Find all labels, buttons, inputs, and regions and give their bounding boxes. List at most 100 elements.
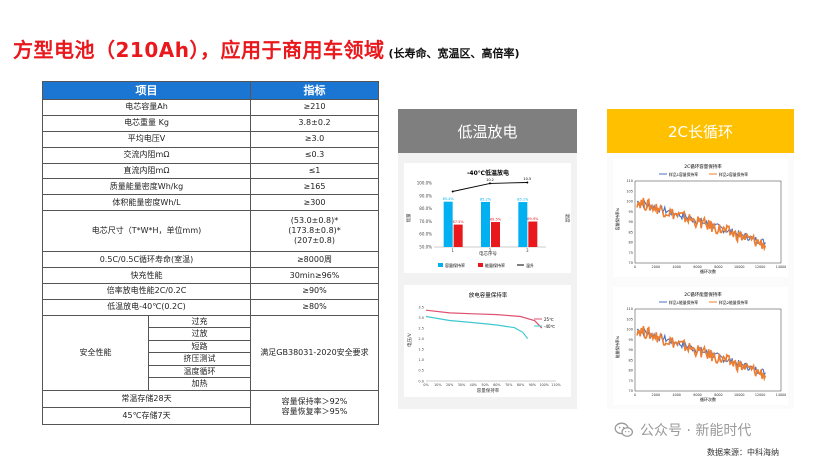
y-tick-label: 0.5	[418, 369, 424, 373]
row-item: 电芯容量Ah	[42, 99, 251, 116]
dimension-line: (173.8±0.8)*	[288, 226, 341, 236]
y-tick-label: 3.5	[418, 305, 424, 309]
y-tick-label: 90	[629, 220, 633, 224]
x-tick-label: 40%	[470, 383, 477, 387]
temp-point	[451, 190, 454, 193]
x-tick-label: 14000	[776, 265, 787, 269]
x-tick-label: 1	[451, 248, 454, 253]
row-value: ≤0.3	[250, 146, 379, 164]
chart1-title: -40℃低温放电	[467, 169, 509, 177]
row-value: ≥210	[250, 99, 379, 116]
chart4-xlabel: 循环次数	[700, 396, 716, 402]
table-row: 安全性能 过充 满足GB38031-2020安全要求	[42, 314, 379, 391]
row-item: 平均电压V	[42, 130, 251, 148]
safety-test: 挤压测试	[148, 352, 251, 366]
safety-test: 加热	[148, 377, 251, 391]
row-item: 低温放电-40℃(0.2C)	[42, 298, 251, 316]
legend-label: 样品1能量保持率	[669, 300, 698, 305]
x-tick-label: 8000	[714, 265, 722, 269]
y-tick-label: 70	[629, 261, 633, 265]
chart3-ylabel: 容量保持率%	[615, 207, 620, 230]
row-value: ≤1	[250, 162, 379, 180]
y-tick-label: 75	[629, 379, 633, 383]
row-value: 3.8±0.2	[250, 114, 379, 132]
row-value: ≥80%	[250, 298, 379, 316]
x-tick-label: 3	[526, 248, 529, 253]
bar-chart-svg: -40℃低温放电 能量 温度 电芯序号 100.0% 90.0% 80.0% 70.0…	[405, 169, 571, 268]
x-tick-label: 30%	[458, 383, 465, 387]
data-label: 85.4%	[443, 197, 455, 201]
chart2-xlabel: 容量保持率	[477, 387, 500, 394]
data-label: 85.1%	[517, 198, 529, 202]
storage-item: 常温存储28天	[42, 389, 251, 408]
safety-label: 安全性能	[42, 314, 149, 391]
bar	[453, 224, 463, 247]
temp-point	[489, 182, 491, 185]
chart4-title: 2C循环能量保持率	[684, 291, 722, 298]
x-tick-label: 0	[634, 393, 636, 397]
safety-test: 短路	[148, 339, 251, 354]
y-tick-label: 3.0	[418, 316, 424, 320]
table-row: 常温存储28天 容量保持率＞92% 容量恢复率＞95%	[42, 389, 379, 425]
x-tick-label: 10000	[734, 265, 745, 269]
table-row: 质量能量密度Wh/kg ≥165	[42, 178, 379, 196]
storage-item: 45℃存储7天	[42, 406, 251, 425]
table-row: 交流内阻mΩ ≤0.3	[42, 146, 379, 164]
x-tick-label: 4000	[673, 393, 681, 397]
legend-label: 温升	[526, 262, 534, 268]
bar	[518, 202, 528, 247]
legend-label: 25℃	[544, 317, 554, 322]
spec-table: 项目 指标 电芯容量Ah ≥210 电芯重量 Kg 3.8±0.2 平均电压V ≥3.…	[42, 81, 379, 425]
row-item: 电芯尺寸（T*W*H，单位mm)	[42, 210, 251, 253]
y-tick-label: 80.0%	[419, 206, 432, 211]
chart2-legend: 25℃ -40℃	[534, 317, 556, 329]
y-tick-label: 75	[629, 251, 633, 255]
y-tick-label: 70.0%	[419, 219, 432, 224]
bar	[443, 201, 453, 247]
discharge-curve-chart: 放电容量保持率 电压/V 容量保持率 3.5 3.0 2.5 2.0 1.5 1.0 0.5…	[404, 285, 571, 397]
x-tick-label: 100%	[539, 383, 548, 387]
table-row: 电芯容量Ah ≥210	[42, 99, 379, 116]
table-row: 电芯重量 Kg 3.8±0.2	[42, 114, 379, 132]
legend-swatch	[478, 263, 483, 267]
x-tick-label: 4000	[673, 265, 681, 269]
low-temp-panel: 低温放电 -40℃低温放电 能量 温度 电芯序号 100.0% 90.0% 80.0…	[398, 109, 577, 409]
bar	[481, 201, 490, 247]
x-tick-label: 50%	[481, 383, 488, 387]
data-label: 69.9%	[527, 217, 539, 221]
legend-label: -40℃	[544, 324, 556, 329]
chart2-title: 放电容量保持率	[469, 291, 508, 299]
cycle-chart-svg: 2C循环容量保持率 容量保持率% 循环次数 样品1容量保持率 样品2容量保持率 …	[615, 163, 787, 274]
data-source: 数据来源：中科海纳	[707, 448, 779, 457]
table-row: 平均电压V ≥3.0	[42, 130, 379, 148]
series-line	[636, 197, 767, 252]
x-tick-label: 6000	[693, 393, 701, 397]
table-row: 快充性能 30min≥96%	[42, 267, 379, 285]
header-item: 项目	[42, 81, 251, 100]
legend-label: 样品2容量保持率	[719, 172, 748, 177]
plot-frame	[634, 180, 782, 264]
chart1-ylabel: 能量	[405, 213, 412, 222]
table-row: 45℃存储7天	[42, 406, 379, 425]
series-line	[636, 325, 767, 382]
table-header-row: 项目 指标	[42, 81, 379, 100]
chart1-ylabel-right: 温度	[564, 214, 571, 223]
row-item: 倍率放电性能2C/0.2C	[42, 283, 251, 300]
chart1-legend: 容量保持率 能量保持率 温升	[438, 262, 534, 268]
x-tick-label: 70%	[505, 383, 512, 387]
bar	[528, 221, 538, 247]
header-value: 指标	[250, 81, 379, 100]
y-tick-label: 2.5	[418, 326, 424, 330]
cycle-chart-svg: 2C循环能量保持率 能量保持率% 循环次数 样品1能量保持率 样品2能量保持率 …	[615, 291, 786, 402]
data-label: 69.5%	[490, 218, 502, 222]
chart4-ylabel: 能量保持率%	[615, 335, 620, 358]
dimension-line: (207±0.8)	[294, 236, 335, 246]
data-label: 67.5%	[453, 220, 465, 224]
energy-retention-chart: 2C循环能量保持率 能量保持率% 循环次数 样品1能量保持率 样品2能量保持率 …	[613, 287, 788, 405]
y-tick-label: 100	[626, 328, 633, 332]
low-temp-bar-chart: -40℃低温放电 能量 温度 电芯序号 100.0% 90.0% 80.0% 70.0…	[404, 163, 571, 273]
y-tick-label: 110	[626, 307, 633, 311]
y-tick-label: 105	[626, 189, 633, 193]
y-tick-label: 90	[629, 348, 633, 352]
safety-value: 满足GB38031-2020安全要求	[250, 314, 379, 391]
